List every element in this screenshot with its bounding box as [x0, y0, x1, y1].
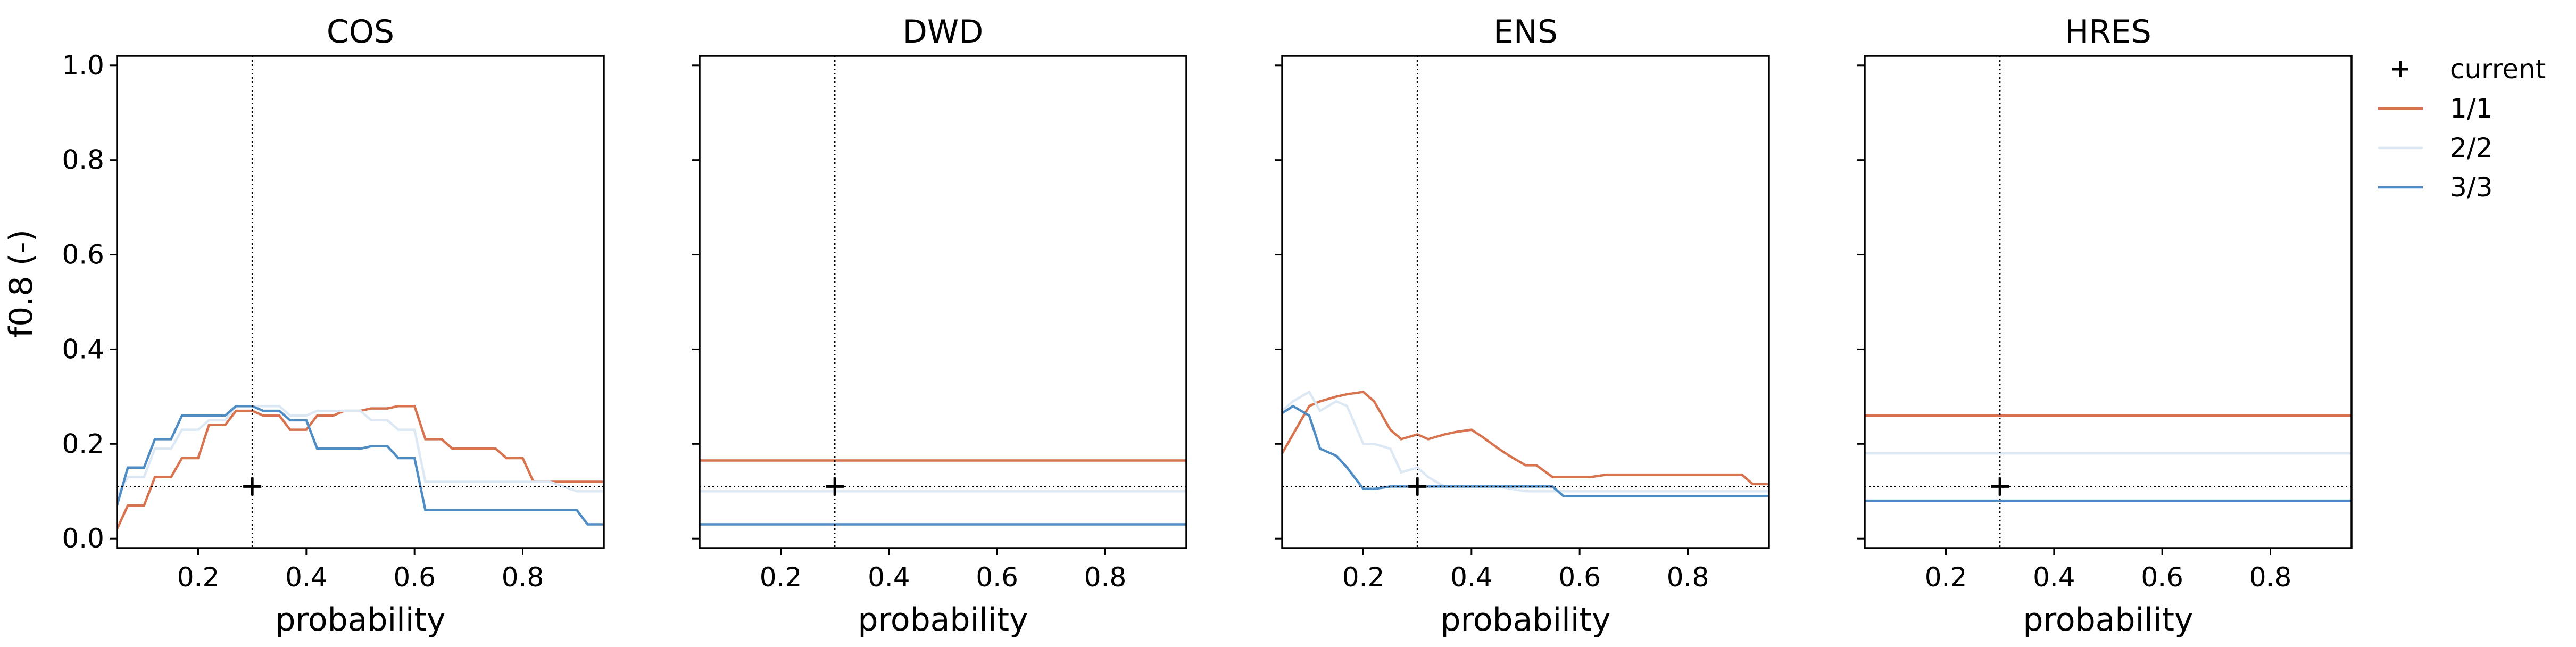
panel-dwd: DWD 0.2 0.4 0.6 0.8 probability [692, 13, 1187, 638]
x-tick-label: 0.2 [760, 562, 802, 593]
x-axis-label: probability [858, 601, 1028, 638]
panel-title: DWD [903, 13, 984, 51]
panel-ens: ENS 0.2 0.4 0.6 0.8 probability [1275, 13, 1770, 638]
series-group [1282, 390, 1769, 497]
legend-label: 3/3 [2450, 172, 2492, 203]
current-marker [1408, 477, 1427, 496]
panel-title: HRES [2065, 13, 2151, 51]
panels: COS 0.0 0.2 0.4 0.6 0.8 1.0 0.2 0.4 0.6 0.8 probabi… [62, 13, 2353, 638]
x-tick-label: 0.4 [1450, 562, 1493, 593]
legend-item: current [2392, 54, 2546, 85]
series-group [700, 459, 1186, 526]
axes-frame [116, 55, 605, 549]
y-tick-label: 0.6 [62, 239, 104, 270]
x-tick-label: 0.8 [1084, 562, 1127, 593]
x-tick-label: 0.4 [285, 562, 328, 593]
x-axis-label: probability [2023, 601, 2193, 638]
series-group [117, 404, 604, 530]
series-line-2-2 [1282, 390, 1769, 493]
current-marker [826, 477, 844, 496]
series-line-2-2 [117, 404, 604, 497]
legend-item: 3/3 [2378, 172, 2492, 203]
current-marker [1991, 477, 2009, 496]
x-tick-label: 0.6 [393, 562, 436, 593]
axes-frame [1281, 55, 1770, 549]
x-tick-label: 0.2 [177, 562, 220, 593]
legend-label: 2/2 [2450, 132, 2492, 163]
x-tick-label: 0.8 [1667, 562, 1709, 593]
y-tick-label: 0.4 [62, 334, 104, 364]
legend-item: 1/1 [2378, 93, 2492, 124]
y-tick-label: 0.8 [62, 145, 104, 176]
series-line-1-1 [1282, 391, 1769, 486]
x-tick-label: 0.6 [2141, 562, 2183, 593]
x-tick-label: 0.6 [1558, 562, 1601, 593]
y-tick-label: 1.0 [62, 50, 104, 81]
panel-hres: HRES 0.2 0.4 0.6 0.8 probability [1857, 13, 2353, 638]
panel-title: ENS [1493, 13, 1558, 51]
x-tick-label: 0.4 [868, 562, 910, 593]
panel-title: COS [327, 13, 394, 51]
series-line-3-3 [117, 404, 604, 526]
y-axis-label: f0.8 (-) [3, 229, 40, 338]
x-tick-label: 0.2 [1342, 562, 1385, 593]
series-group [1865, 414, 2351, 502]
y-tick-label: 0.2 [62, 428, 104, 459]
axes-frame [699, 55, 1187, 549]
legend-label: current [2450, 54, 2546, 85]
legend-item: 2/2 [2378, 132, 2492, 163]
legend-label: 1/1 [2450, 93, 2492, 124]
current-marker [243, 477, 262, 496]
x-tick-label: 0.6 [976, 562, 1018, 593]
x-tick-label: 0.4 [2033, 562, 2075, 593]
series-line-3-3 [1282, 404, 1769, 497]
x-axis-label: probability [1440, 601, 1610, 638]
axes-frame [1864, 55, 2353, 549]
x-axis-label: probability [275, 601, 445, 638]
y-tick-label: 0.0 [62, 523, 104, 554]
x-tick-label: 0.8 [502, 562, 544, 593]
panel-cos: COS 0.0 0.2 0.4 0.6 0.8 1.0 0.2 0.4 0.6 0.8 probabi… [62, 13, 605, 638]
x-tick-label: 0.8 [2249, 562, 2292, 593]
legend: current 1/1 2/2 3/3 [2378, 54, 2546, 203]
x-tick-label: 0.2 [1925, 562, 1967, 593]
